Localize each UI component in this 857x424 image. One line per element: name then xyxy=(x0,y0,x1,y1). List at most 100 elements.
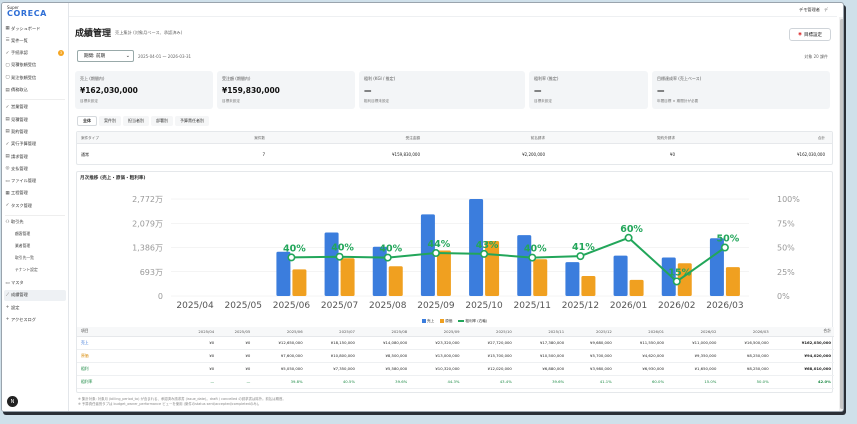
row-label: 粗利 xyxy=(77,362,181,376)
rate-point xyxy=(480,249,489,258)
sidebar-item[interactable]: ◎ 支払管理 xyxy=(4,163,66,174)
sidebar-item[interactable]: ▤ 見積管理 xyxy=(4,114,66,125)
kpi-card: 目標達成率 (売上ベース) — 年間目標 × 期間計が必要 xyxy=(652,71,830,109)
avatar[interactable]: N xyxy=(7,396,18,407)
scrollbar[interactable] xyxy=(839,17,843,411)
sidebar-subitem[interactable]: 業者管理 xyxy=(15,243,31,248)
table-cell: ¥10,500,000 xyxy=(514,349,568,363)
sidebar-item[interactable]: ⟋ 成績管理 xyxy=(4,289,66,301)
table-cell: — xyxy=(181,375,218,389)
sidebar-item-label: 発注依頼受信 xyxy=(11,74,37,80)
y2-tick-label: 0% xyxy=(777,292,790,301)
legend-swatch xyxy=(458,320,465,322)
rate-point xyxy=(335,252,344,261)
legend-label: 粗利率 (右軸) xyxy=(465,319,488,323)
table-cell: ¥8,250,000 xyxy=(719,349,772,363)
bar-cost xyxy=(388,266,403,296)
table-cell: ¥15,700,000 xyxy=(462,349,515,363)
bar-cost xyxy=(725,267,740,296)
sidebar-item[interactable]: ▤ 債務取込 xyxy=(4,85,66,96)
row-label: 原価 xyxy=(77,349,181,363)
chart-icon: ⟋ xyxy=(5,293,10,299)
scrollbar-thumb[interactable] xyxy=(840,19,843,409)
bar-cost xyxy=(533,259,548,296)
table-header-cell: 2026/01 xyxy=(614,327,668,337)
summary-cell: 通常 xyxy=(81,152,89,157)
user-menu[interactable]: デモ管理者デ xyxy=(799,7,828,13)
tab[interactable]: 担当者別 xyxy=(123,116,149,126)
chart-panel: 月次推移 (売上・原価・粗利率) 0 693万 1,386万 2,079万 2,772万… xyxy=(76,171,834,393)
table-header-cell: 2025/09 xyxy=(410,327,463,337)
sidebar-subitem[interactable]: 取引先一覧 xyxy=(15,255,34,260)
logo: CORECA xyxy=(7,9,47,18)
table-row: 粗利 ¥0 ¥0 ¥5,050,000 ¥7,350,000 ¥5,580,000 ¥10,… xyxy=(77,362,834,376)
chevron-down-icon: ⌄ xyxy=(125,53,130,59)
x-tick-label: 2025/09 xyxy=(417,301,455,311)
bar-cost xyxy=(629,279,644,296)
sidebar-subitem[interactable]: テナント設定 xyxy=(15,267,38,272)
tab[interactable]: 予算責任者別 xyxy=(175,116,209,126)
divider xyxy=(5,214,65,216)
kpi-sub: 目標未設定 xyxy=(534,99,552,103)
table-header-cell: 2026/03 xyxy=(719,327,772,337)
y2-tick-label: 75% xyxy=(777,219,795,228)
bar-cost xyxy=(581,276,596,296)
rate-line xyxy=(291,236,726,283)
sidebar-item[interactable]: ▤ 請求管理 xyxy=(4,151,66,162)
bar-sales xyxy=(613,255,628,296)
kpi-value: ¥162,030,000 xyxy=(80,86,138,95)
table-cell: ¥0 xyxy=(217,349,254,363)
tab[interactable]: 部署別 xyxy=(151,116,173,126)
check-icon: ✓ xyxy=(5,50,10,56)
table-header-cell: 2025/12 xyxy=(567,327,615,337)
sidebar-item[interactable]: ▭ ファイル管理 xyxy=(4,176,66,187)
row-label: 粗利率 xyxy=(77,375,181,389)
sidebar-item[interactable]: ✓ 営業管理 xyxy=(4,102,66,113)
table-cell: 60.0% xyxy=(614,375,668,389)
table-header-cell: 2025/04 xyxy=(181,327,218,337)
kpi-label: 目標達成率 (売上ベース) xyxy=(657,76,702,81)
bar-sales xyxy=(469,199,484,296)
inbox-icon: ▢ xyxy=(5,75,10,81)
sidebar-item[interactable]: + アクセスログ xyxy=(4,314,66,325)
table-cell: ¥1,650,000 xyxy=(667,362,720,376)
sidebar-item[interactable]: ☰ 案件一覧 xyxy=(4,35,66,46)
sidebar-item[interactable]: + 設定 xyxy=(4,302,66,313)
sidebar-subitem[interactable]: 顧客管理 xyxy=(15,231,31,236)
sidebar-item[interactable]: ▭ マスタ xyxy=(4,278,66,289)
main-content: デモ管理者デ 成績管理 売上集計 (対象月ベース、承認済み) ◉ 目標設定 期間:… xyxy=(69,3,843,411)
y-tick-label: 0 xyxy=(158,292,163,301)
sidebar-item[interactable]: ▦ 工程管理 xyxy=(4,188,66,199)
document-icon: ▤ xyxy=(5,129,10,135)
sidebar-item[interactable]: ▦ ダッシュボード xyxy=(4,23,66,34)
sidebar-item[interactable]: ✓ 手続承認 3 xyxy=(4,48,66,59)
kpi-label: 売上 (期間内) xyxy=(80,76,105,81)
tab[interactable]: 全体 xyxy=(77,116,97,126)
sidebar-item[interactable]: ▢ 見積依頼受信 xyxy=(4,60,66,71)
sidebar-item-label: 債務取込 xyxy=(11,87,28,92)
goal-setting-button[interactable]: ◉ 目標設定 xyxy=(789,28,831,41)
app-window: Super CORECA ▦ ダッシュボード ☰ 案件一覧 ✓ 手続承認 3 ▢ 見積依頼受信 ▢… xyxy=(1,2,844,412)
sidebar-item[interactable]: ▢ 発注依頼受信 xyxy=(4,72,66,83)
rate-label: 43% xyxy=(476,240,499,251)
tab-bar: 全体 案件別 担当者別 部署別 予算責任者別 xyxy=(77,116,209,126)
sidebar-item[interactable]: ✓ タスク管理 xyxy=(4,200,66,211)
sidebar-section-label: 取引先 xyxy=(11,219,24,224)
x-tick-label: 2025/08 xyxy=(369,301,407,311)
table-header-cell: 2025/08 xyxy=(357,327,411,337)
table-cell: ¥94,020,000 xyxy=(771,349,834,363)
summary-cell: ¥159,830,000 xyxy=(392,152,420,157)
table-cell: ¥12,020,000 xyxy=(462,362,515,376)
x-tick-label: 2025/11 xyxy=(514,301,551,311)
table-cell: 41.1% xyxy=(567,375,615,389)
rate-label: 40% xyxy=(379,244,402,255)
document-icon: ▤ xyxy=(5,117,10,123)
table-cell: 50.0% xyxy=(719,375,772,389)
sidebar-item[interactable]: ▤ 契約管理 xyxy=(4,126,66,137)
table-cell: 42.0% xyxy=(771,375,834,389)
bar-sales xyxy=(276,251,291,296)
tab[interactable]: 案件別 xyxy=(99,116,121,126)
period-select[interactable]: 期間: 前期 ⌄ xyxy=(77,50,134,62)
sidebar-section-partners[interactable]: ⚇ 取引先 xyxy=(4,217,66,228)
sidebar-item[interactable]: ✓ 実行予算管理 xyxy=(4,139,66,150)
